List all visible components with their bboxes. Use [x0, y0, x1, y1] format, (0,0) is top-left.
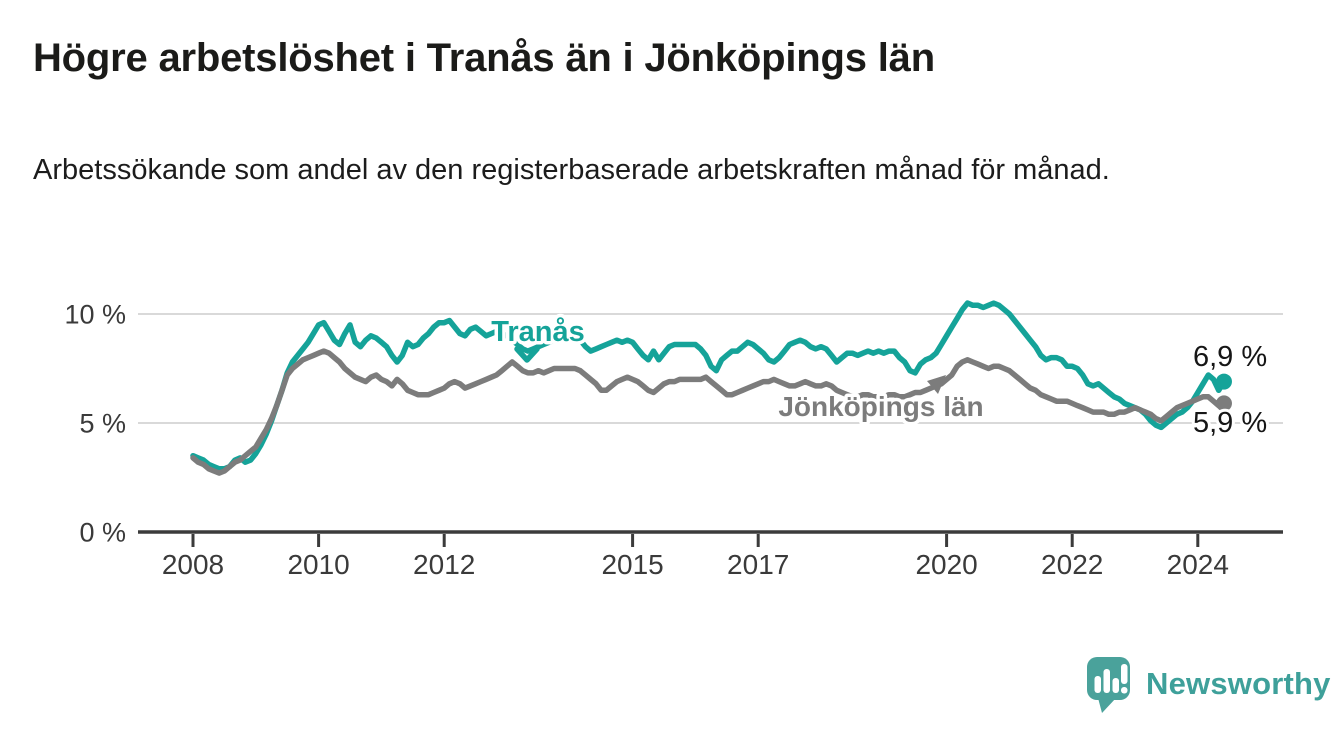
- logo-bar-2: [1103, 669, 1110, 693]
- x-tick-label-2008: 2008: [162, 549, 224, 580]
- series-end-dot-tranas: [1215, 373, 1232, 390]
- logo-bar-3: [1112, 678, 1119, 693]
- y-tick-label-5: 5 %: [79, 409, 126, 439]
- y-tick-label-0: 0 %: [79, 518, 126, 548]
- x-tick-label-2010: 2010: [287, 549, 349, 580]
- x-tick-label-2020: 2020: [915, 549, 977, 580]
- series-label-jonkopings-lan: Jönköpings län: [778, 391, 983, 422]
- y-tick-label-10: 10 %: [64, 300, 126, 330]
- newsworthy-logo: Newsworthy: [1085, 653, 1331, 715]
- end-value-label-tranas: 6,9 %: [1193, 341, 1267, 373]
- chart-title: Högre arbetslöshet i Tranås än i Jönköpi…: [33, 36, 935, 80]
- series-line-tranas: [190, 300, 1227, 472]
- tranas-pointer-arrow-icon: [514, 346, 540, 363]
- logo-exclamation-dot: [1121, 687, 1128, 694]
- chart-subtitle: Arbetssökande som andel av den registerb…: [33, 154, 1110, 186]
- jonkopings-lan-pointer-arrow-icon: [927, 375, 946, 394]
- x-tick-label-2017: 2017: [727, 549, 789, 580]
- series-end-dot-jonkopings-lan: [1215, 395, 1232, 412]
- series-line-jonkopings-lan: [190, 348, 1227, 476]
- logo-exclamation-bar: [1121, 664, 1128, 684]
- x-tick-label-2022: 2022: [1041, 549, 1103, 580]
- x-tick-label-2024: 2024: [1167, 549, 1229, 580]
- logo-bar-1: [1094, 676, 1101, 693]
- x-tick-label-2012: 2012: [413, 549, 475, 580]
- newsworthy-logo-icon: [1087, 657, 1130, 713]
- brand-name: Newsworthy: [1146, 666, 1331, 701]
- series-label-tranas: Tranås: [491, 316, 585, 348]
- x-tick-label-2015: 2015: [601, 549, 663, 580]
- unemployment-line-chart: 2008 2010 2012 2015 2017 2020 2022 2024 0 % 5 % 10…: [64, 300, 1283, 580]
- end-value-label-jonkopings-lan: 5,9 %: [1193, 407, 1267, 439]
